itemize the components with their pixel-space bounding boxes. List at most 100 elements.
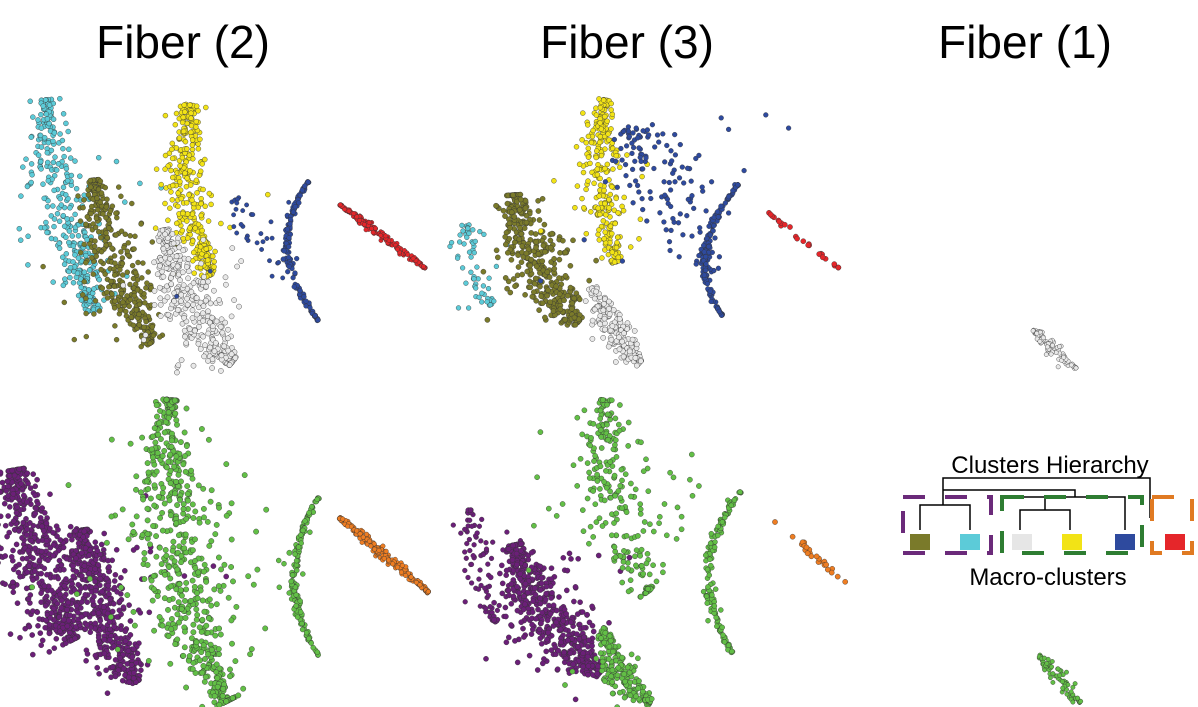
point [82,545,89,551]
point [72,252,78,258]
point [207,498,214,505]
point [595,231,601,238]
point [87,298,93,304]
point [229,640,235,647]
point [210,563,217,569]
point [176,619,182,626]
point [250,581,257,588]
point [567,262,574,269]
point [73,555,79,561]
point [216,651,222,658]
point [179,269,186,276]
point [199,597,206,604]
point [119,506,126,513]
point [45,159,51,166]
point [98,258,104,265]
point [112,572,119,578]
point [54,210,61,217]
point [61,299,68,306]
point [184,483,191,489]
point [354,528,360,534]
point [196,519,203,526]
point [10,589,17,596]
point [593,257,599,264]
point [345,523,351,529]
point [130,322,137,328]
point [98,234,104,241]
point [611,259,618,265]
point [536,217,543,223]
point [67,523,74,530]
point [463,280,469,286]
point [177,163,183,169]
point [172,641,179,647]
point [168,443,175,450]
point [75,233,82,239]
point [83,310,89,317]
point [62,276,68,282]
point [151,502,158,509]
point [681,180,687,186]
point [562,249,569,256]
point [367,538,373,544]
point [103,214,109,221]
point [128,314,135,320]
point [602,229,608,235]
point [595,161,601,168]
point [308,640,314,646]
point [597,120,603,126]
point [685,196,691,203]
point [117,655,123,661]
point [218,316,225,323]
point [569,300,576,307]
point [82,592,89,598]
point [286,590,292,596]
point [295,544,302,550]
point [104,196,110,203]
point [185,275,191,282]
point [301,294,307,300]
point [675,220,682,226]
point [621,330,627,337]
point [294,614,301,620]
point [303,298,309,304]
point [207,300,214,307]
point [620,207,627,214]
point [141,324,147,330]
point [25,547,32,554]
point [178,357,185,363]
point [67,155,74,161]
point [139,532,146,538]
point [234,263,240,270]
point [219,329,226,336]
point [54,533,60,540]
point [131,670,137,676]
point [61,566,67,573]
point [518,230,525,237]
point [267,258,272,264]
point [178,291,185,298]
point [661,179,667,185]
point [183,340,189,346]
point [200,568,207,575]
point [617,164,623,171]
point [172,410,179,417]
point [28,537,34,544]
point [2,581,8,588]
point [636,189,642,195]
point [28,161,35,167]
point [41,195,47,202]
point [188,129,194,136]
point [183,684,190,691]
point [151,482,158,489]
point [78,613,85,620]
point [13,509,20,516]
point [60,184,67,191]
point [181,628,188,635]
point [533,244,539,251]
point [670,170,676,176]
point [95,229,102,235]
point [569,305,575,312]
point [200,333,206,340]
point [218,368,224,374]
